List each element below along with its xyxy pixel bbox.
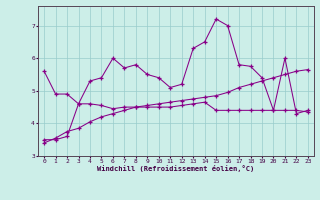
X-axis label: Windchill (Refroidissement éolien,°C): Windchill (Refroidissement éolien,°C) [97,165,255,172]
